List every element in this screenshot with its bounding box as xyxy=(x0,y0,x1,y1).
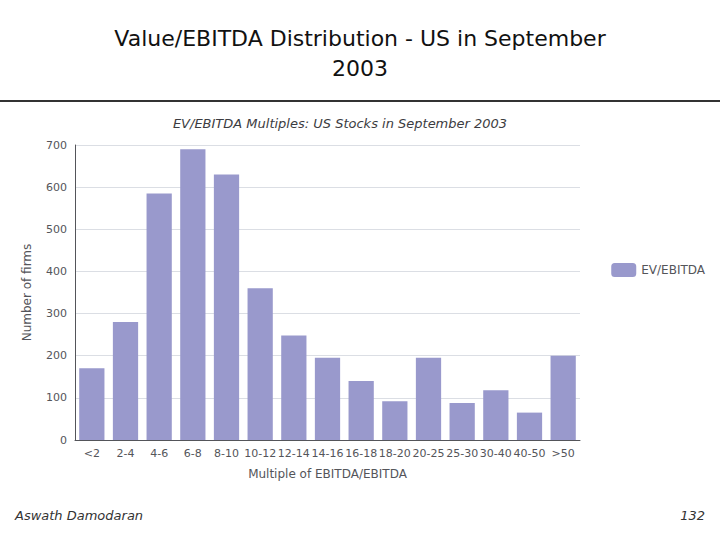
svg-text:300: 300 xyxy=(46,307,67,320)
svg-text:<2: <2 xyxy=(84,447,100,460)
svg-text:20-25: 20-25 xyxy=(413,447,445,460)
svg-text:30-40: 30-40 xyxy=(480,447,512,460)
svg-text:2-4: 2-4 xyxy=(117,447,135,460)
svg-text:Multiple of EBITDA/EBITDA: Multiple of EBITDA/EBITDA xyxy=(248,467,408,481)
svg-text:12-14: 12-14 xyxy=(278,447,310,460)
svg-text:EV/EBITDA: EV/EBITDA xyxy=(641,263,706,277)
svg-text:400: 400 xyxy=(46,265,67,278)
svg-text:18-20: 18-20 xyxy=(379,447,411,460)
svg-text:100: 100 xyxy=(46,391,67,404)
svg-text:700: 700 xyxy=(46,139,67,152)
svg-text:4-6: 4-6 xyxy=(150,447,168,460)
svg-text:>50: >50 xyxy=(552,447,575,460)
svg-text:132: 132 xyxy=(680,508,705,523)
svg-text:Value/EBITDA Distribution - US: Value/EBITDA Distribution - US in Septem… xyxy=(114,26,606,51)
svg-text:6-8: 6-8 xyxy=(184,447,202,460)
svg-text:600: 600 xyxy=(46,181,67,194)
svg-text:40-50: 40-50 xyxy=(514,447,546,460)
svg-text:8-10: 8-10 xyxy=(214,447,239,460)
svg-text:25-30: 25-30 xyxy=(446,447,478,460)
svg-text:10-12: 10-12 xyxy=(244,447,276,460)
svg-text:EV/EBITDA Multiples: US Stocks: EV/EBITDA Multiples: US Stocks in Septem… xyxy=(173,116,507,131)
svg-text:14-16: 14-16 xyxy=(312,447,344,460)
svg-text:16-18: 16-18 xyxy=(345,447,377,460)
svg-text:200: 200 xyxy=(46,349,67,362)
svg-text:Number of firms: Number of firms xyxy=(20,244,34,342)
svg-text:Aswath Damodaran: Aswath Damodaran xyxy=(14,508,143,523)
svg-text:2003: 2003 xyxy=(332,56,388,81)
svg-text:500: 500 xyxy=(46,223,67,236)
svg-text:0: 0 xyxy=(60,434,67,447)
